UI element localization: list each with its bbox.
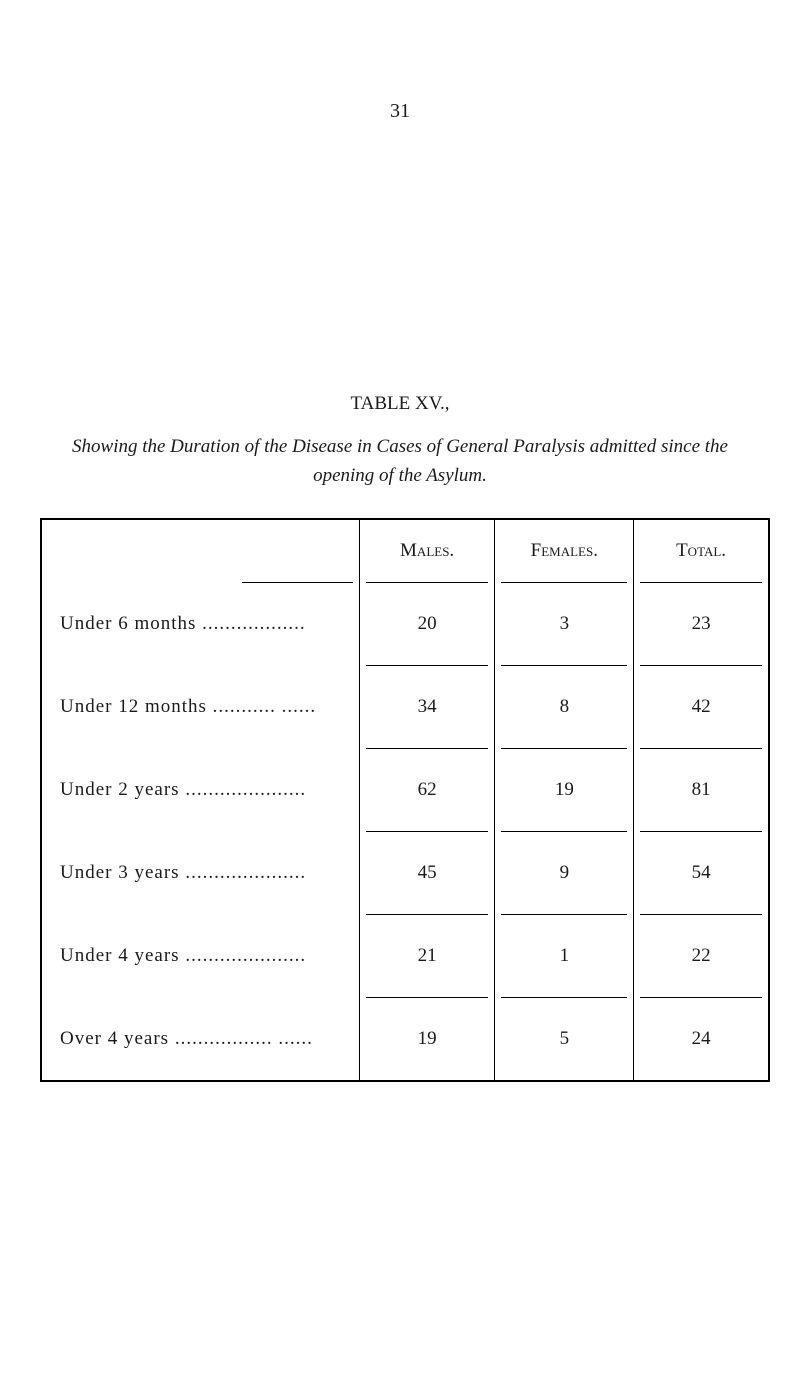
cell-females: 8 bbox=[495, 666, 634, 748]
cell-males: 21 bbox=[359, 915, 495, 997]
page: 31 TABLE XV., Showing the Duration of th… bbox=[0, 0, 800, 1391]
page-number: 31 bbox=[40, 100, 760, 123]
cell-females: 3 bbox=[495, 583, 634, 665]
header-total: Total. bbox=[634, 519, 769, 582]
cell-females: 1 bbox=[495, 915, 634, 997]
row-label: Under 6 months .................. bbox=[41, 583, 359, 665]
table-title: TABLE XV., bbox=[40, 393, 760, 415]
table-row: Over 4 years ................. ...... 19… bbox=[41, 998, 769, 1081]
cell-females: 19 bbox=[495, 749, 634, 831]
cell-total: 24 bbox=[634, 998, 769, 1081]
table-row: Under 2 years ..................... 62 1… bbox=[41, 749, 769, 831]
header-blank bbox=[41, 519, 359, 582]
table-row: Under 6 months .................. 20 3 2… bbox=[41, 583, 769, 665]
row-label: Over 4 years ................. ...... bbox=[41, 998, 359, 1081]
cell-males: 62 bbox=[359, 749, 495, 831]
cell-total: 54 bbox=[634, 832, 769, 914]
cell-females: 5 bbox=[495, 998, 634, 1081]
table-header-row: Males. Females. Total. bbox=[41, 519, 769, 582]
cell-total: 81 bbox=[634, 749, 769, 831]
data-table: Males. Females. Total. Under 6 months ..… bbox=[40, 518, 770, 1082]
cell-males: 19 bbox=[359, 998, 495, 1081]
cell-total: 22 bbox=[634, 915, 769, 997]
cell-males: 45 bbox=[359, 832, 495, 914]
row-label: Under 2 years ..................... bbox=[41, 749, 359, 831]
row-label: Under 12 months ........... ...... bbox=[41, 666, 359, 748]
cell-females: 9 bbox=[495, 832, 634, 914]
cell-total: 23 bbox=[634, 583, 769, 665]
cell-males: 34 bbox=[359, 666, 495, 748]
caption-line-2: opening of the Asylum. bbox=[40, 462, 760, 491]
header-males: Males. bbox=[359, 519, 495, 582]
row-label: Under 3 years ..................... bbox=[41, 832, 359, 914]
cell-total: 42 bbox=[634, 666, 769, 748]
table-row: Under 3 years ..................... 45 9… bbox=[41, 832, 769, 914]
caption-line-1: Showing the Duration of the Disease in C… bbox=[40, 433, 760, 462]
table-row: Under 12 months ........... ...... 34 8 … bbox=[41, 666, 769, 748]
cell-males: 20 bbox=[359, 583, 495, 665]
table-row: Under 4 years ..................... 21 1… bbox=[41, 915, 769, 997]
header-females: Females. bbox=[495, 519, 634, 582]
row-label: Under 4 years ..................... bbox=[41, 915, 359, 997]
